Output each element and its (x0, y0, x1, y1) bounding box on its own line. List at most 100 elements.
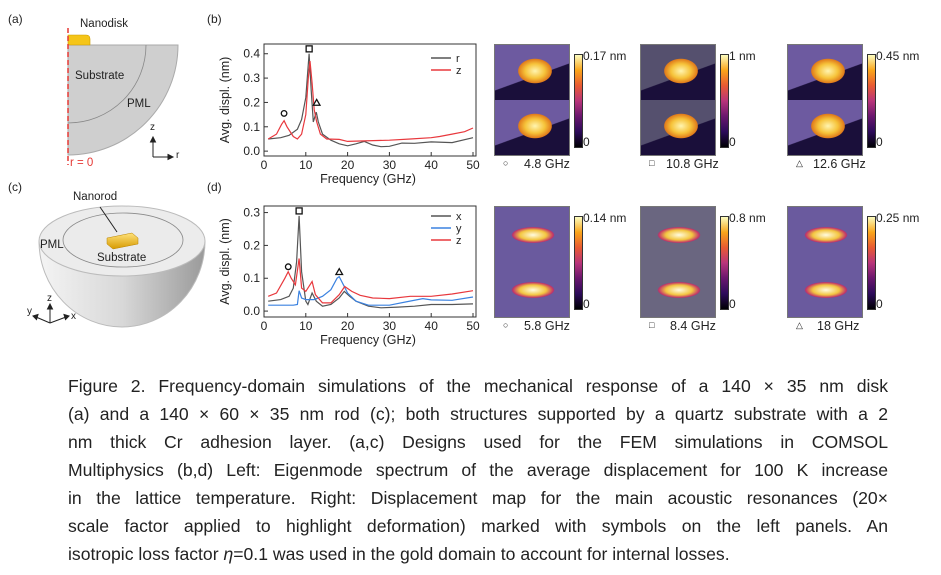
caption-text: isotropic loss factor (68, 544, 224, 564)
label-pml: PML (40, 239, 64, 251)
label-nanorod: Nanorod (73, 191, 118, 203)
colorbar (867, 216, 876, 310)
displacement-map-disk (787, 44, 863, 156)
x-tick-label: 10 (299, 319, 313, 333)
axis-arrows-icon (32, 302, 70, 324)
circle-marker-icon (280, 109, 288, 117)
frequency-label: 18 GHz (817, 319, 860, 333)
diagram-axisymmetric-disk (67, 28, 179, 165)
axis-x-label: x (71, 311, 76, 322)
x-axis-label: Frequency (GHz) (320, 172, 416, 186)
colorbar-min-label: 0 (583, 135, 590, 149)
legend-label-y: y (456, 223, 462, 235)
plot-frame (263, 43, 477, 157)
axis-arrows-icon (149, 135, 175, 161)
frequency-label: 8.4 GHz (670, 319, 716, 333)
diagram-hemisphere-rod (32, 205, 206, 328)
colorbar-min-label: 0 (876, 297, 883, 311)
panel-label-c: (c) (8, 180, 22, 194)
panel-label-b: (b) (207, 12, 222, 26)
colorbar-min-label: 0 (729, 297, 736, 311)
y-tick-label: 0.2 (243, 238, 260, 252)
resonance-marker-icon: ○ (503, 158, 509, 168)
label-substrate: Substrate (97, 252, 147, 264)
caption-line: (a) and a 140 × 60 × 35 nm rod (c); both… (68, 404, 888, 424)
panel-label-d: (d) (207, 180, 222, 194)
x-tick-label: 50 (466, 319, 480, 333)
x-axis-label: Frequency (GHz) (320, 333, 416, 347)
y-axis-label: Avg. displ. (nm) (218, 57, 232, 144)
caption-line: scale factor applied to highlight deform… (68, 516, 888, 536)
circle-marker-icon (284, 263, 292, 271)
colorbar (720, 54, 729, 148)
displacement-map-rod (494, 206, 570, 318)
figure-caption: Figure 2. Frequency-domain simulations o… (68, 372, 888, 568)
y-axis-label: Avg. displ. (nm) (218, 218, 232, 305)
y-tick-label: 0.0 (243, 144, 260, 158)
caption-line: nm thick Cr adhesion layer. (a,c) Design… (68, 432, 888, 452)
frequency-label: 10.8 GHz (666, 157, 719, 171)
map-image (788, 45, 862, 101)
y-tick-label: 0.1 (243, 120, 260, 134)
eta-symbol: η (223, 544, 234, 564)
axis-y-label: y (27, 306, 32, 317)
displacement-map-rod (787, 206, 863, 318)
colorbar (867, 54, 876, 148)
y-tick-label: 0.1 (243, 271, 260, 285)
x-tick-label: 0 (261, 319, 268, 333)
square-marker-icon (295, 207, 303, 215)
nanorod-shape (106, 232, 139, 250)
colorbar (574, 216, 583, 310)
displacement-map-disk (494, 44, 570, 156)
map-image (641, 207, 715, 263)
colorbar-max-label: 1 nm (729, 49, 756, 63)
series-line-x (268, 215, 474, 309)
legend-label-x: x (456, 211, 462, 223)
colorbar-min-label: 0 (583, 297, 590, 311)
map-image (788, 262, 862, 317)
map-image (788, 100, 862, 155)
x-tick-label: 0 (261, 158, 268, 172)
colorbar-max-label: 0.17 nm (583, 49, 627, 63)
resonance-marker-icon: △ (796, 158, 803, 168)
resonance-marker-icon: □ (649, 320, 655, 330)
colorbar-max-label: 0.45 nm (876, 49, 920, 63)
map-image (788, 207, 862, 263)
y-tick-label: 0.2 (243, 95, 260, 109)
caption-text: =0.1 was used in the gold domain to acco… (233, 544, 730, 564)
colorbar-min-label: 0 (876, 135, 883, 149)
y-tick-label: 0.3 (243, 71, 260, 85)
triangle-marker-icon (334, 267, 344, 276)
caption-line: Multiphysics (b,d) Left: Eigenmode spect… (68, 460, 888, 480)
axis-z-label: z (47, 293, 52, 304)
frequency-label: 12.6 GHz (813, 157, 866, 171)
axis-r-label: r (176, 150, 180, 161)
map-image (641, 45, 715, 101)
label-r0: r = 0 (70, 157, 94, 169)
y-tick-label: 0.3 (243, 206, 260, 220)
triangle-marker-icon (312, 98, 322, 106)
label-substrate: Substrate (75, 70, 125, 82)
caption-line: isotropic loss factor η=0.1 was used in … (68, 540, 888, 568)
map-image (641, 100, 715, 155)
colorbar (720, 216, 729, 310)
caption-line: in the lattice temperature. Right: Displ… (68, 488, 888, 508)
series-line-y (268, 275, 474, 306)
nanorod-pointer (99, 206, 118, 233)
colorbar (574, 54, 583, 148)
label-nanodisk: Nanodisk (80, 18, 128, 30)
y-tick-label: 0.0 (243, 304, 260, 318)
resonance-marker-icon: □ (649, 158, 655, 168)
nanodisk-shape (67, 34, 91, 46)
spectrum-charts: 0 10 20 30 40 50 0.0 0.1 0.2 0.3 0.4 Frequency (GHz… (218, 43, 480, 347)
panel-label-a: (a) (8, 12, 23, 26)
series-line-r (268, 53, 474, 148)
x-tick-label: 40 (425, 158, 439, 172)
square-marker-icon (305, 45, 313, 53)
caption-line: Figure 2. Frequency-domain simulations o… (68, 376, 888, 396)
label-pml: PML (127, 98, 151, 110)
x-tick-label: 10 (299, 158, 313, 172)
x-tick-label: 20 (341, 158, 355, 172)
x-tick-label: 30 (383, 319, 397, 333)
legend-label-z: z (456, 235, 462, 247)
